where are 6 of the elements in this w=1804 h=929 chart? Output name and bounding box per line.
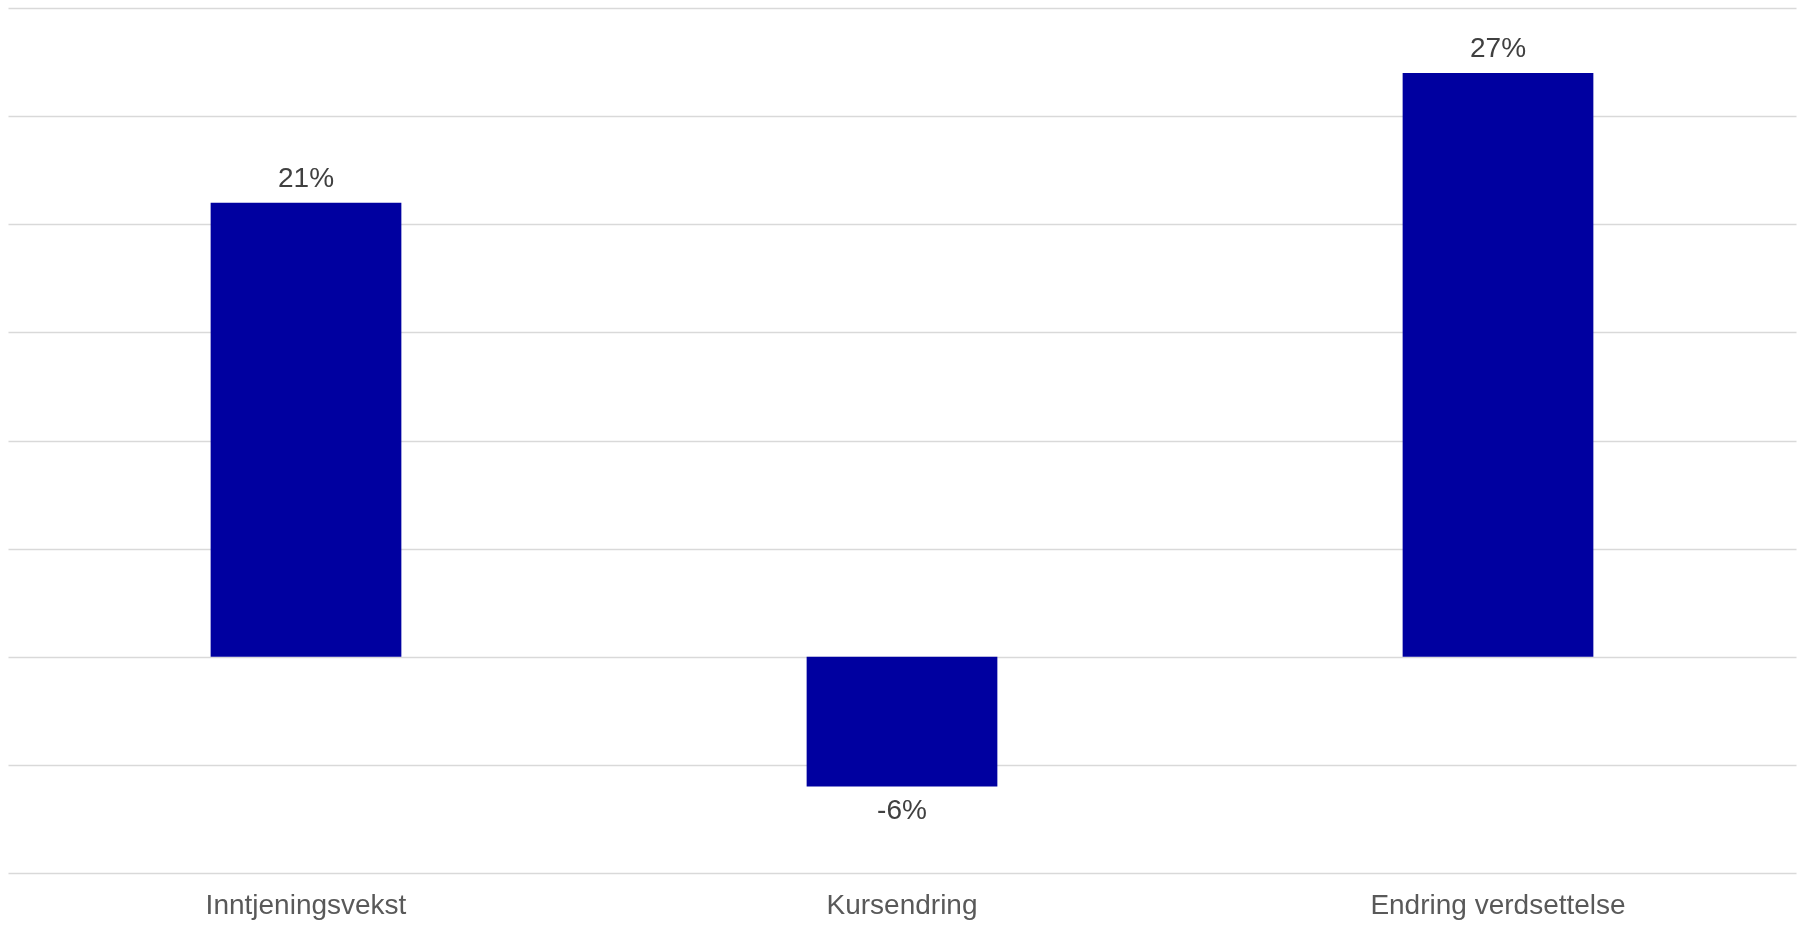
x-tick-label: Endring verdsettelse: [1370, 888, 1626, 920]
x-tick-label: Kursendring: [826, 888, 978, 920]
data-label: -6%: [877, 793, 927, 825]
data-label: 27%: [1469, 31, 1527, 63]
x-tick-label: Inntjeningsvekst: [205, 888, 407, 920]
data-label: 21%: [277, 161, 335, 193]
